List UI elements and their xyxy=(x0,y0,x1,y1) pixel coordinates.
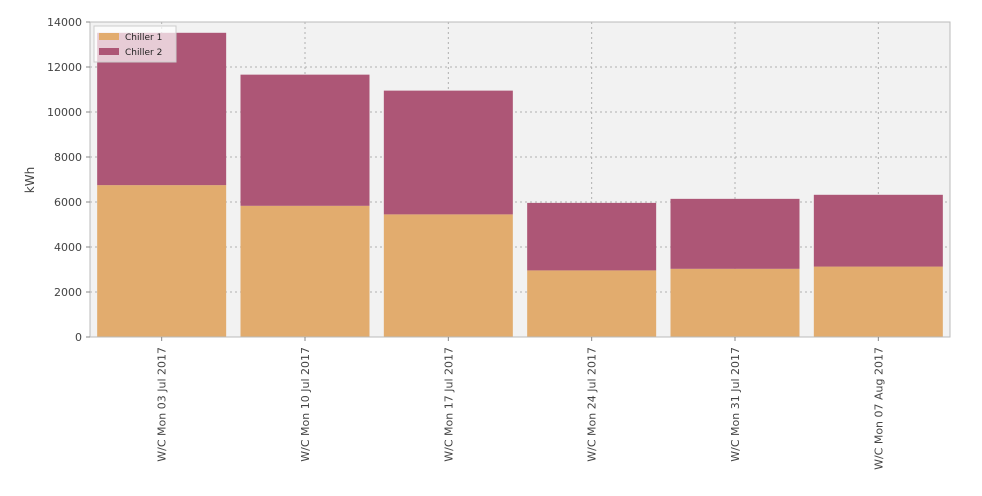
y-tick-label: 0 xyxy=(75,331,82,344)
legend-label-0: Chiller 1 xyxy=(125,33,162,43)
bar-chiller-1-2 xyxy=(383,214,513,337)
bar-chiller-1-5 xyxy=(813,266,943,337)
bar-chiller-1-4 xyxy=(670,268,800,337)
legend-label-1: Chiller 2 xyxy=(125,48,162,58)
x-axis-ticks: W/C Mon 03 Jul 2017 W/C Mon 10 Jul 2017 W/… xyxy=(156,337,885,470)
x-tick-label: W/C Mon 31 Jul 2017 xyxy=(729,347,742,462)
y-tick-label: 8000 xyxy=(54,151,82,164)
bar-chiller-2-1 xyxy=(240,74,370,206)
y-tick-label: 2000 xyxy=(54,286,82,299)
bar-chiller-2-5 xyxy=(813,194,943,267)
legend-swatch-0 xyxy=(99,33,119,40)
legend-swatch-1 xyxy=(99,48,119,55)
plot-frame xyxy=(89,21,951,338)
y-tick-label: 14000 xyxy=(47,16,82,29)
bar-chiller-1-3 xyxy=(527,270,657,337)
x-tick-label: W/C Mon 24 Jul 2017 xyxy=(586,347,599,462)
x-tick-label: W/C Mon 07 Aug 2017 xyxy=(872,347,885,470)
bar-chiller-2-4 xyxy=(670,198,800,269)
y-tick-label: 4000 xyxy=(54,241,82,254)
x-tick-label: W/C Mon 03 Jul 2017 xyxy=(156,347,169,462)
y-tick-label: 6000 xyxy=(54,196,82,209)
y-axis-ticks: 0 2000 4000 6000 8000 10000 12000 14000 xyxy=(47,16,90,344)
y-axis-label: kWh xyxy=(23,167,37,193)
bar-chiller-2-3 xyxy=(527,202,657,271)
bar-chiller-1-1 xyxy=(240,205,370,337)
y-tick-label: 10000 xyxy=(47,106,82,119)
bar-chiller-1-0 xyxy=(97,185,227,337)
legend-box xyxy=(93,25,177,63)
x-tick-label: W/C Mon 17 Jul 2017 xyxy=(442,347,455,462)
legend: Chiller 1 Chiller 2 xyxy=(93,25,177,63)
bar-chiller-2-2 xyxy=(383,90,513,215)
plot-background xyxy=(90,22,950,337)
x-tick-label: W/C Mon 10 Jul 2017 xyxy=(299,347,312,462)
y-tick-label: 12000 xyxy=(47,61,82,74)
grid-lines xyxy=(90,22,950,337)
